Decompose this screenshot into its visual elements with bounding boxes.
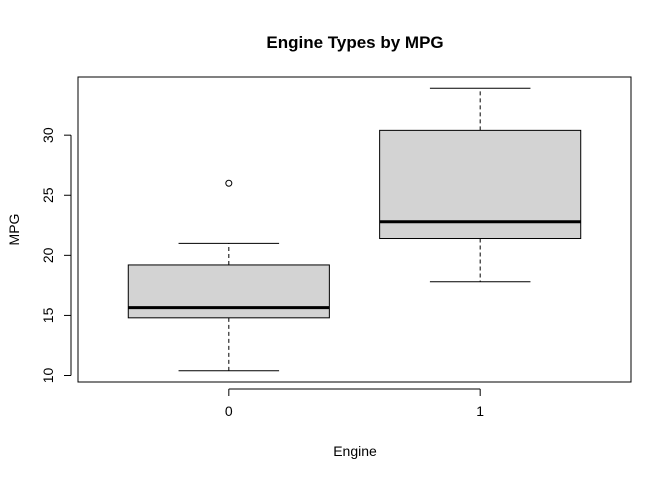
x-axis-label: Engine <box>333 443 377 459</box>
box-0 <box>127 179 330 372</box>
y-tick-label: 20 <box>40 247 56 263</box>
iqr-box <box>127 264 330 319</box>
y-tick-label: 25 <box>40 187 56 203</box>
y-axis-label: MPG <box>6 214 22 246</box>
y-axis: 10 15 20 25 30 <box>40 127 72 384</box>
box-1 <box>379 87 582 283</box>
y-tick-label: 10 <box>40 368 56 384</box>
y-tick-label: 30 <box>40 127 56 143</box>
x-tick-label: 0 <box>225 403 233 419</box>
x-tick-label: 1 <box>476 403 484 419</box>
boxes <box>127 87 582 372</box>
y-tick-label: 15 <box>40 307 56 323</box>
outlier-point <box>225 179 233 187</box>
chart-title: Engine Types by MPG <box>266 33 443 52</box>
plot-frame <box>77 76 632 383</box>
